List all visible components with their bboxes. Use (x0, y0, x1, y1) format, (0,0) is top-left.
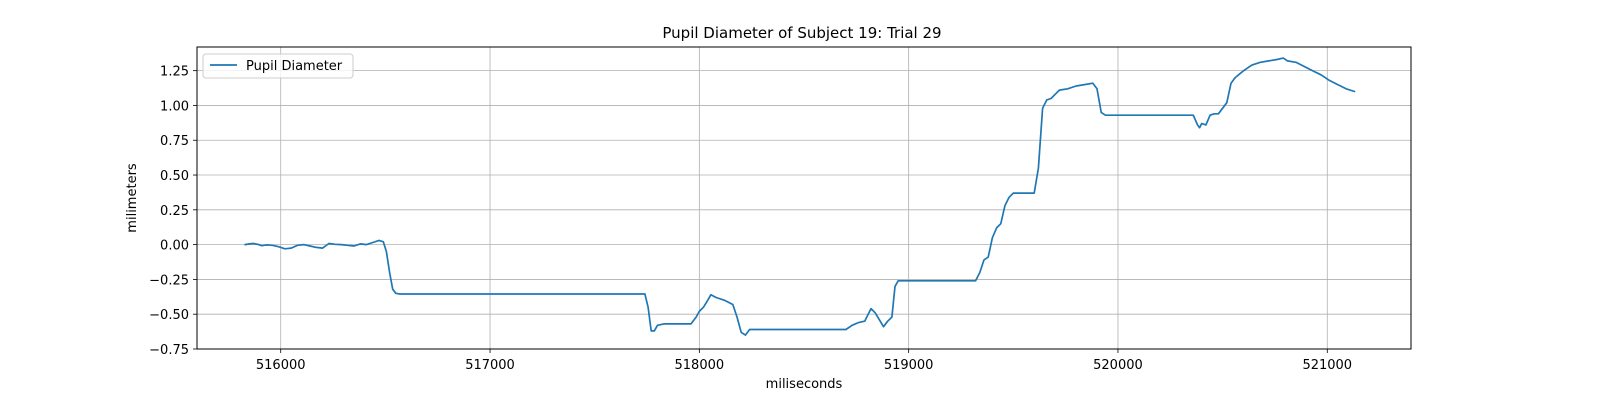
y-ticks: −0.75 −0.50 −0.25 0.00 0.25 0.50 0.75 1.00 1.25 (149, 65, 197, 358)
x-tick-label: 519000 (884, 358, 934, 373)
grid (197, 47, 1411, 350)
legend: Pupil Diameter (202, 53, 354, 79)
y-tick-label: 0.25 (160, 204, 189, 219)
x-ticks: 516000 517000 518000 519000 520000 521000 (256, 349, 1352, 373)
x-tick-label: 517000 (465, 358, 515, 373)
x-tick-label: 520000 (1093, 358, 1143, 373)
x-tick-label: 518000 (675, 358, 725, 373)
y-tick-label: −0.75 (149, 343, 189, 358)
y-axis-label: milimeters (125, 163, 140, 233)
y-tick-label: 0.50 (160, 169, 189, 184)
legend-box (202, 53, 354, 79)
series-layer (244, 57, 1356, 336)
y-tick-label: 0.00 (160, 239, 189, 254)
y-tick-label: 1.25 (160, 65, 189, 80)
chart-title: Pupil Diameter of Subject 19: Trial 29 (662, 24, 941, 42)
y-tick-label: 1.00 (160, 99, 189, 114)
x-tick-label: 521000 (1302, 358, 1352, 373)
x-axis-label: miliseconds (766, 377, 843, 392)
x-tick-label: 516000 (256, 358, 306, 373)
y-tick-label: 0.75 (160, 134, 189, 149)
legend-label: Pupil Diameter (246, 59, 343, 74)
y-tick-label: −0.50 (149, 308, 189, 323)
series-line-pupil-diameter (244, 57, 1356, 336)
y-tick-label: −0.25 (149, 273, 189, 288)
axes-frame (196, 46, 1412, 350)
